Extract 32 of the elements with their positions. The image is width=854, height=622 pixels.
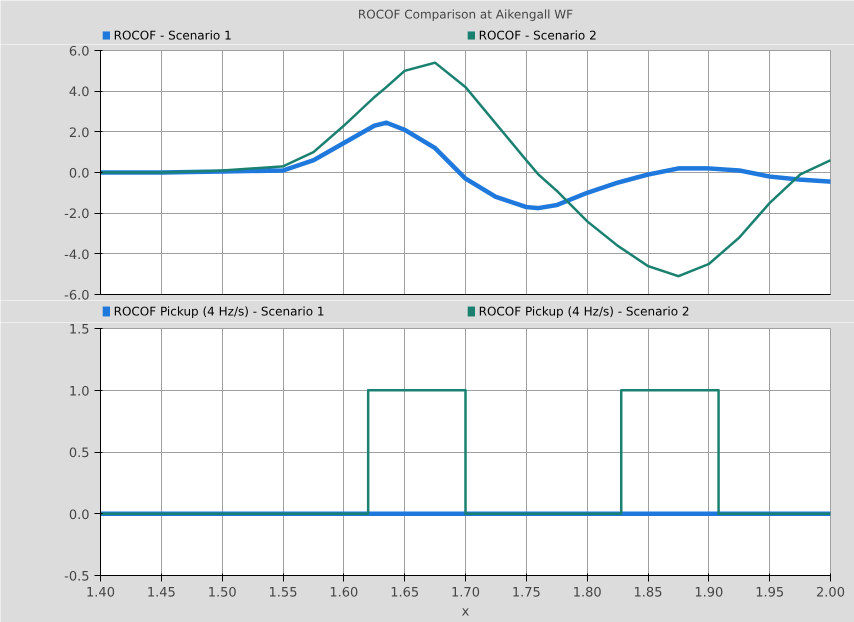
- line-series: [100, 61, 830, 278]
- x-tick-label: 1.95: [755, 586, 784, 600]
- x-tick-label: 1.75: [512, 586, 541, 600]
- x-tick-label: 1.90: [694, 586, 724, 600]
- y-tick-label: -2.0: [64, 207, 90, 222]
- y-tick-label: -6.0: [64, 288, 90, 304]
- x-tick-label: 1.80: [572, 586, 602, 600]
- y-tick-label: 6.0: [68, 44, 90, 60]
- y-tick-label: -4.0: [64, 248, 90, 263]
- legend-label: ROCOF Pickup (4 Hz/s) - Scenario 1: [114, 304, 324, 318]
- y-tick-label: 2.0: [68, 126, 90, 141]
- x-tick-label: 1.65: [390, 586, 420, 600]
- legend-label: ROCOF - Scenario 2: [478, 28, 597, 42]
- x-tick-label: 1.40: [86, 586, 115, 600]
- x-tick-label: 1.45: [146, 586, 176, 600]
- chart-title: ROCOF Comparison at Aikengall WF: [358, 8, 574, 22]
- y-tick-label: 0.5: [68, 446, 90, 461]
- y-tick-label: 1.0: [68, 384, 90, 400]
- y-tick-label: 0.0: [68, 166, 90, 182]
- y-tick-label: 0.0: [68, 508, 90, 523]
- x-tick-label: 1.55: [268, 586, 298, 600]
- legend-label: ROCOF - Scenario 1: [114, 28, 232, 42]
- legend-label: ROCOF Pickup (4 Hz/s) - Scenario 2: [478, 304, 690, 318]
- y-tick-label: 4.0: [68, 85, 90, 100]
- y-tick-label: -0.5: [64, 570, 90, 584]
- x-tick-label: 1.60: [329, 586, 358, 600]
- x-axis-title: x: [462, 604, 470, 620]
- x-tick-label: 1.50: [208, 586, 237, 600]
- x-tick-label: 2.00: [816, 586, 845, 600]
- x-tick-label: 1.70: [451, 586, 480, 600]
- y-tick-label: 1.5: [68, 322, 90, 338]
- x-tick-label: 1.85: [634, 586, 662, 600]
